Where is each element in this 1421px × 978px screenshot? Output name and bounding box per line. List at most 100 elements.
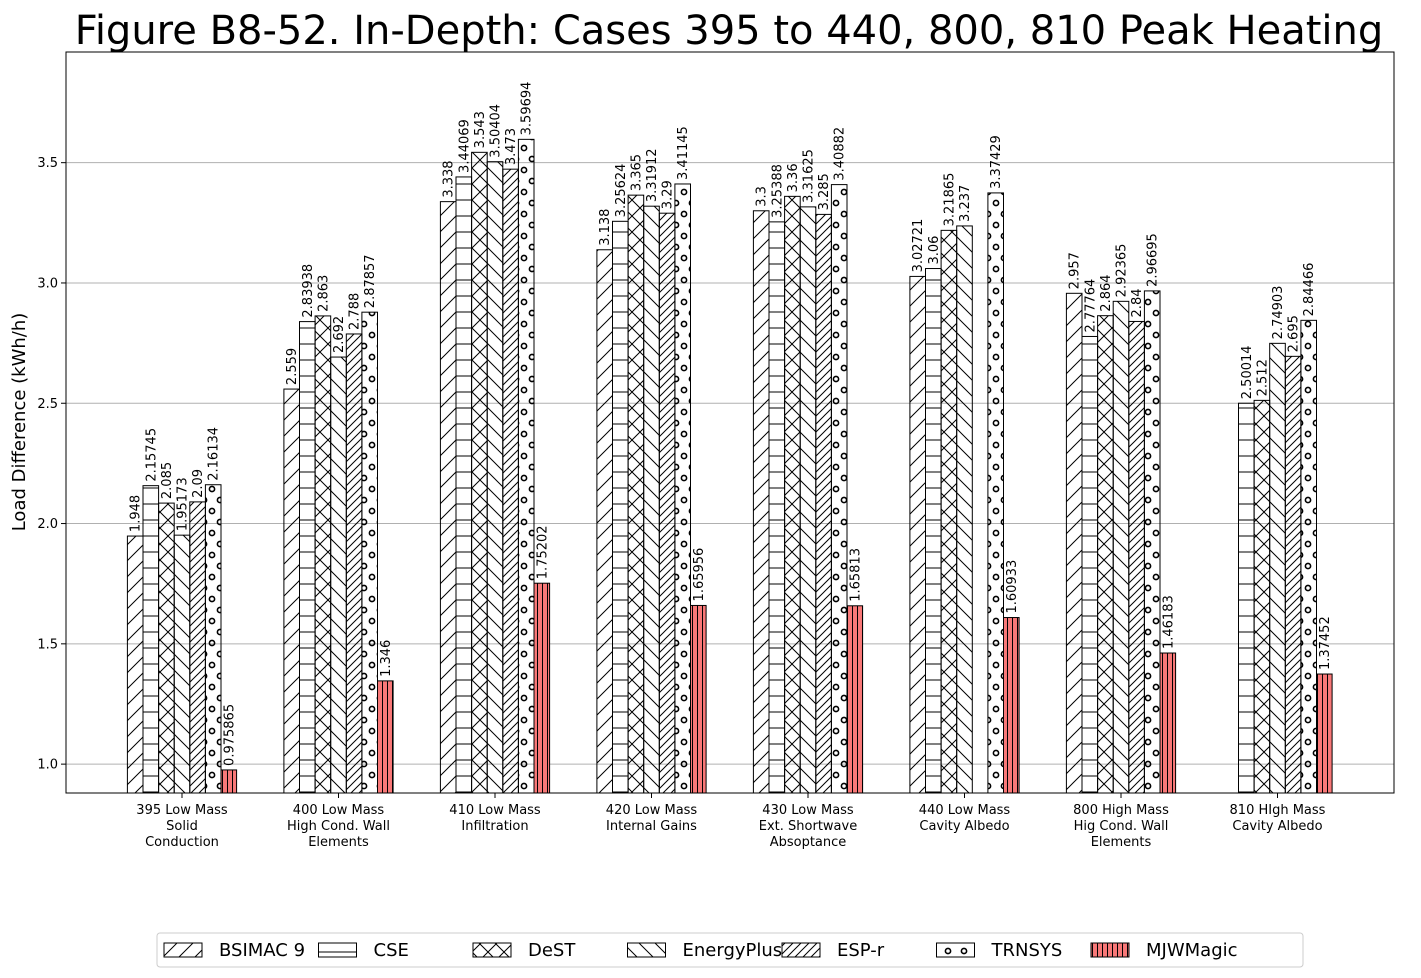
bar-energyplus (1112, 300, 1130, 794)
bar-energyplus (330, 356, 347, 794)
data-label: 3.31912 (645, 148, 660, 202)
bar-dest (940, 229, 958, 794)
y-axis: 1.0 1.5 2.0 2.5 3.0 3.5 (37, 156, 66, 773)
legend-frame (156, 932, 1304, 968)
data-label: 3.543 (473, 111, 488, 148)
bar-bsimac-9 (439, 201, 457, 794)
data-label: 1.95173 (176, 477, 191, 531)
bar-esp-r (345, 333, 363, 794)
data-label: 2.559 (285, 348, 300, 385)
x-tick-label: 395 Low Mass Solid Conduction (136, 803, 228, 850)
bar-esp-r (1128, 320, 1145, 794)
y-tick-label: 3.0 (37, 276, 58, 291)
x-tick-label: 430 Low Mass Ext. Shortwave Absoptance (759, 803, 857, 850)
data-labels: 1.948 2.559 3.338 3.138 3.3 3.02721 2.957 2.157… (129, 82, 1333, 766)
bar-trnsys (517, 138, 535, 794)
bar-trnsys (204, 484, 222, 794)
bar-dest (627, 194, 645, 794)
gridlines (66, 162, 1394, 765)
x-tick-label: 400 Low Mass High Cond. Wall Elements (287, 803, 390, 850)
data-label: 2.512 (1255, 359, 1270, 396)
data-label: 2.96695 (1146, 233, 1161, 287)
bar-cse (768, 221, 786, 794)
x-tick-label: 410 Low Mass Infiltration (449, 803, 541, 834)
bar-dest (158, 502, 175, 794)
bar-dest (471, 151, 488, 794)
x-tick-label: 800 High Mass Hig Cond. Wall Elements (1073, 803, 1169, 850)
legend-swatch (1090, 942, 1130, 958)
bar-dest (314, 315, 332, 794)
data-label: 3.138 (598, 209, 613, 246)
data-label: 2.50014 (1240, 345, 1255, 399)
data-label: 3.44069 (457, 119, 472, 173)
data-label: 3.37429 (989, 135, 1004, 189)
bar-energyplus (643, 205, 660, 794)
bar-cse (1238, 402, 1255, 794)
y-tick-label: 2.0 (37, 517, 58, 532)
data-label: 1.46183 (1161, 595, 1176, 649)
bar-cse (142, 485, 160, 794)
data-label: 3.31625 (802, 149, 817, 203)
data-label: 3.473 (504, 128, 519, 165)
bar-mjwmagic (533, 582, 551, 794)
bar-mjwmagic (220, 769, 238, 794)
bar-dest (1253, 399, 1271, 794)
bar-esp-r (1284, 355, 1302, 794)
data-label: 1.75202 (535, 525, 550, 579)
data-label: 3.3 (755, 186, 770, 207)
bar-cse (925, 268, 942, 794)
bar-bsimac-9 (283, 388, 300, 794)
data-label: 3.59694 (520, 82, 535, 136)
data-label: 1.948 (129, 495, 144, 532)
y-tick-label: 2.5 (37, 397, 58, 412)
data-label: 2.085 (160, 462, 175, 499)
bar-bsimac-9 (752, 210, 770, 794)
data-label: 3.21865 (942, 173, 957, 227)
bar-esp-r (502, 168, 519, 794)
bar-cse (612, 220, 629, 794)
legend-label: CSE (374, 940, 409, 961)
data-label: 2.87857 (363, 254, 378, 308)
data-label: 3.02721 (911, 219, 926, 273)
legend-label: EnergyPlus (683, 940, 783, 961)
data-label: 3.338 (442, 160, 457, 197)
bar-esp-r (658, 212, 676, 794)
bar-cse (455, 176, 473, 794)
legend-swatch (627, 942, 666, 958)
x-tick-label: 440 Low Mass Cavity Albedo (919, 803, 1011, 834)
bar-energyplus (173, 534, 191, 794)
bar-mjwmagic (377, 680, 394, 794)
data-label: 3.365 (629, 154, 644, 191)
data-label: 1.37452 (1318, 616, 1333, 670)
bar-energyplus (486, 161, 504, 794)
data-label: 2.92365 (1115, 244, 1130, 298)
bar-energyplus (1269, 342, 1286, 794)
legend-label: TRNSYS (991, 940, 1063, 961)
bar-energyplus (799, 206, 817, 794)
data-label: 2.09 (191, 469, 206, 498)
bar-mjwmagic (846, 605, 864, 794)
bar-cse (1081, 335, 1099, 794)
bar-trnsys (987, 192, 1005, 794)
data-label: 3.237 (958, 185, 973, 222)
data-label: 3.41145 (676, 126, 691, 180)
data-label: 3.285 (817, 173, 832, 210)
data-label: 2.84 (1130, 289, 1145, 318)
legend-swatch (936, 942, 975, 958)
y-tick-label: 3.5 (37, 156, 58, 171)
legend-swatch (781, 942, 821, 958)
bar-esp-r (189, 501, 206, 794)
data-label: 3.29 (661, 180, 676, 209)
bar-bsimac-9 (596, 249, 614, 794)
x-tick-label: 420 Low Mass Internal Gains (606, 803, 698, 834)
bar-esp-r (815, 213, 832, 794)
bar-mjwmagic (690, 604, 707, 794)
data-label: 2.863 (316, 275, 331, 312)
data-label: 2.16134 (207, 427, 222, 481)
legend-swatch (163, 942, 203, 958)
plot-frame (65, 51, 1395, 794)
legend-label: MJWMagic (1146, 940, 1238, 961)
bar-bsimac-9 (909, 275, 927, 794)
